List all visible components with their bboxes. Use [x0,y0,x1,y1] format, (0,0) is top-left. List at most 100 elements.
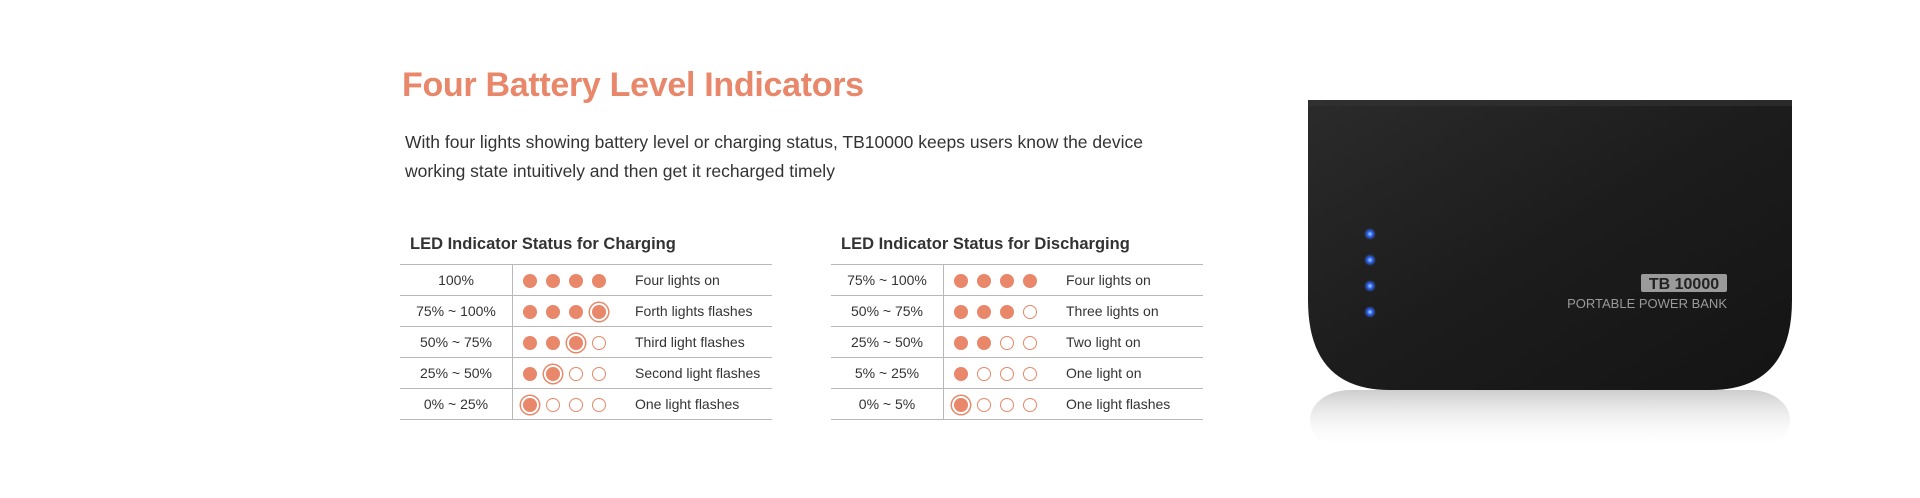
led-off-icon [1000,336,1014,351]
device-shadow [1310,390,1790,450]
charging-row: 100% Four lights on [400,264,772,296]
led-pattern [943,295,1066,327]
led-on-icon [523,336,537,351]
led-off-icon [977,398,991,413]
status-description: One light on [1066,357,1203,389]
battery-range: 75% ~ 100% [400,295,513,327]
status-description: Three lights on [1066,295,1203,327]
led-flash-icon [546,367,560,382]
led-pattern [512,326,635,358]
led-off-icon [592,398,606,413]
discharging-table-body: 75% ~ 100% Four lights on 50% ~ 75% Three l… [831,264,1203,420]
battery-range: 25% ~ 50% [831,326,944,358]
battery-range: 50% ~ 75% [831,295,944,327]
led-pattern [512,388,635,420]
discharging-row: 50% ~ 75% Three lights on [831,295,1203,327]
device-body [1308,100,1792,390]
charging-status-section: LED Indicator Status for Charging 100% Fo… [400,235,772,420]
led-off-icon [1000,367,1014,382]
led-flash-icon [954,398,968,413]
led-off-icon [592,367,606,382]
battery-range: 100% [400,264,513,296]
led-on-icon [1000,274,1014,289]
led-on-icon [1023,274,1037,289]
led-pattern [512,295,635,327]
led-flash-icon [523,398,537,413]
led-on-icon [546,336,560,351]
led-off-icon [1023,367,1037,382]
battery-range: 5% ~ 25% [831,357,944,389]
led-on-icon [954,367,968,382]
power-bank-image: TB 10000 PORTABLE POWER BANK [1308,100,1792,450]
led-pattern [943,357,1066,389]
led-off-icon [977,367,991,382]
battery-range: 25% ~ 50% [400,357,513,389]
led-on-icon [977,274,991,289]
led-on-icon [977,305,991,320]
battery-range: 0% ~ 25% [400,388,513,420]
model-label: TB 10000 [1649,276,1719,293]
status-description: Four lights on [635,264,772,296]
led-flash-icon [569,336,583,351]
status-description: One light flashes [1066,388,1203,420]
status-description: Two light on [1066,326,1203,358]
discharging-status-section: LED Indicator Status for Discharging 75%… [831,235,1203,420]
led-off-icon [1023,398,1037,413]
battery-range: 75% ~ 100% [831,264,944,296]
led-on-icon [546,305,560,320]
device-led-3 [1364,280,1376,292]
battery-range: 50% ~ 75% [400,326,513,358]
charging-row: 0% ~ 25% One light flashes [400,388,772,420]
led-on-icon [569,274,583,289]
led-on-icon [954,305,968,320]
led-off-icon [592,336,606,351]
model-label-box [1641,274,1727,292]
status-description: Four lights on [1066,264,1203,296]
led-on-icon [592,274,606,289]
page-title: Four Battery Level Indicators [402,66,864,104]
led-on-icon [523,305,537,320]
led-on-icon [523,367,537,382]
device-top-edge [1308,100,1792,106]
discharging-row: 75% ~ 100% Four lights on [831,264,1203,296]
discharging-table-title: LED Indicator Status for Discharging [841,235,1130,253]
charging-table-body: 100% Four lights on 75% ~ 100% Forth lights… [400,264,772,420]
battery-range: 0% ~ 5% [831,388,944,420]
led-off-icon [1000,398,1014,413]
device-led-group [1364,228,1376,318]
device-led-2 [1364,254,1376,266]
charging-row: 25% ~ 50% Second light flashes [400,357,772,389]
led-on-icon [569,305,583,320]
charging-row: 75% ~ 100% Forth lights flashes [400,295,772,327]
led-on-icon [954,336,968,351]
charging-status-table: 100% Four lights on 75% ~ 100% Forth lights… [400,264,772,420]
led-on-icon [977,336,991,351]
feature-description: With four lights showing battery level o… [405,132,1143,181]
discharging-row: 25% ~ 50% Two light on [831,326,1203,358]
device-caption: PORTABLE POWER BANK [1567,296,1727,311]
status-description: Second light flashes [635,357,772,389]
discharging-status-table: 75% ~ 100% Four lights on 50% ~ 75% Three l… [831,264,1203,420]
led-pattern [943,264,1066,296]
led-on-icon [546,274,560,289]
led-on-icon [523,274,537,289]
led-flash-icon [592,305,606,320]
status-description: Forth lights flashes [635,295,772,327]
charging-table-title: LED Indicator Status for Charging [410,235,676,253]
led-off-icon [569,398,583,413]
charging-row: 50% ~ 75% Third light flashes [400,326,772,358]
led-off-icon [1023,336,1037,351]
led-off-icon [546,398,560,413]
discharging-row: 5% ~ 25% One light on [831,357,1203,389]
led-on-icon [1000,305,1014,320]
led-pattern [512,357,635,389]
device-led-4 [1364,306,1376,318]
led-pattern [943,326,1066,358]
device-led-1 [1364,228,1376,240]
led-pattern [943,388,1066,420]
status-description: Third light flashes [635,326,772,358]
discharging-row: 0% ~ 5% One light flashes [831,388,1203,420]
led-on-icon [954,274,968,289]
led-off-icon [1023,305,1037,320]
led-off-icon [569,367,583,382]
